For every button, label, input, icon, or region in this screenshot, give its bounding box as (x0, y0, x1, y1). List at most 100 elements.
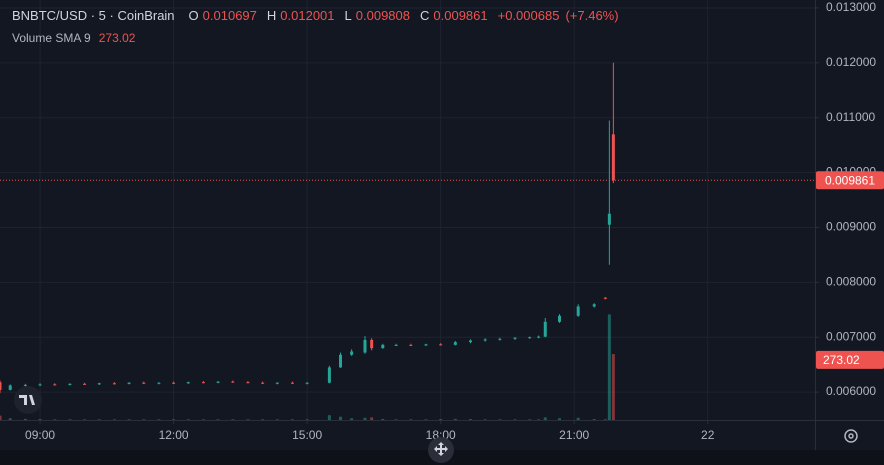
volume-bar (83, 419, 87, 420)
candle-body (261, 382, 265, 384)
last-price-label: 0.009861 (825, 173, 875, 187)
candle-body (0, 382, 2, 390)
candle-body (592, 304, 596, 307)
volume-pane (0, 314, 615, 420)
volume-bar (142, 419, 146, 420)
scroll-button[interactable] (428, 437, 454, 463)
volume-bar (216, 419, 220, 420)
candle-body (127, 382, 131, 384)
candle-body (603, 297, 607, 299)
symbol-title: BNBTC/USD · 5 · CoinBrain (12, 8, 175, 23)
volume-sma-tag-label: 273.02 (823, 353, 860, 367)
y-tick-label: 0.012000 (826, 55, 876, 69)
high-value: 0.012001 (280, 8, 335, 23)
volume-bar (201, 419, 205, 420)
open-value: 0.010697 (202, 8, 257, 23)
volume-bar (483, 419, 487, 420)
low-label: L (344, 8, 352, 23)
candle-body (112, 383, 116, 385)
candle-body (483, 339, 487, 341)
volume-bar (543, 417, 547, 420)
volume-bar (0, 415, 2, 420)
candle-body (246, 382, 250, 384)
overlay: 0.009861 273.02 (0, 171, 884, 369)
volume-bar (246, 419, 250, 420)
change-value: +0.000685 (497, 8, 560, 23)
candles (0, 62, 615, 394)
tv-logo (14, 386, 42, 414)
x-tick-label: 15:00 (292, 428, 322, 442)
candle-body (607, 213, 611, 225)
candle-body (370, 339, 374, 349)
volume-bar (607, 314, 611, 420)
open-label: O (188, 8, 199, 23)
candle-body (528, 337, 532, 339)
volume-bar (68, 419, 72, 420)
volume-bar (513, 419, 517, 420)
volume-bar (261, 419, 265, 420)
candle-body (327, 367, 331, 383)
volume-bar (97, 419, 101, 420)
volume-bar (231, 419, 235, 420)
volume-bar (38, 419, 42, 420)
volume-bar (453, 418, 457, 420)
volume-sma-value: 273.02 (98, 31, 136, 45)
candle-body (424, 344, 428, 346)
candle-body (537, 336, 541, 338)
volume-sma-label: Volume SMA 9 (12, 31, 91, 45)
y-tick-label: 0.009000 (826, 220, 876, 234)
volume-bar (363, 417, 367, 420)
candle-body (23, 384, 27, 386)
settings-button[interactable] (844, 429, 858, 443)
candle-body (83, 383, 87, 385)
volume-bar (528, 419, 532, 420)
legend-volume: Volume SMA 9 273.02 (12, 31, 141, 45)
candle-body (305, 382, 309, 384)
volume-bar (172, 419, 176, 420)
candle-body (350, 351, 354, 355)
y-tick-label: 0.008000 (826, 274, 876, 288)
candle-body (97, 383, 101, 385)
last-price-tag (816, 171, 884, 190)
candle-body (142, 382, 146, 384)
candle-body (439, 344, 443, 346)
volume-bar (498, 419, 502, 420)
volume-bar (576, 417, 580, 420)
volume-bar (394, 419, 398, 420)
x-tick-label: 22 (701, 428, 715, 442)
volume-bar (537, 419, 541, 420)
volume-bar (339, 416, 343, 420)
candle-body (157, 382, 161, 384)
candle-body (468, 340, 472, 343)
change-percent: (+7.46%) (565, 8, 619, 23)
volume-bar (558, 418, 562, 420)
candle-body (394, 344, 398, 346)
volume-bar (275, 419, 279, 420)
volume-bar (611, 354, 615, 420)
candle-body (498, 338, 502, 340)
candle-body (543, 321, 547, 337)
x-tick-label: 18:00 (426, 428, 456, 442)
volume-bar (381, 418, 385, 420)
candle-body (68, 383, 72, 385)
candle-body (453, 342, 457, 345)
candle-body (186, 382, 190, 384)
volume-bar (112, 419, 116, 420)
candle-body (53, 384, 57, 386)
volume-bar (305, 419, 309, 420)
close-value: 0.009861 (433, 8, 488, 23)
volume-bar (424, 419, 428, 420)
candle-body (363, 339, 367, 353)
volume-bar (592, 419, 596, 420)
x-tick-label: 21:00 (559, 428, 589, 442)
volume-bar (439, 419, 443, 420)
volume-bar (350, 418, 354, 420)
volume-bar (468, 419, 472, 420)
candle-body (38, 384, 42, 386)
volume-bar (8, 418, 12, 420)
volume-sma-tag (816, 350, 884, 369)
candle-body (172, 382, 176, 384)
volume-bar (53, 419, 57, 420)
